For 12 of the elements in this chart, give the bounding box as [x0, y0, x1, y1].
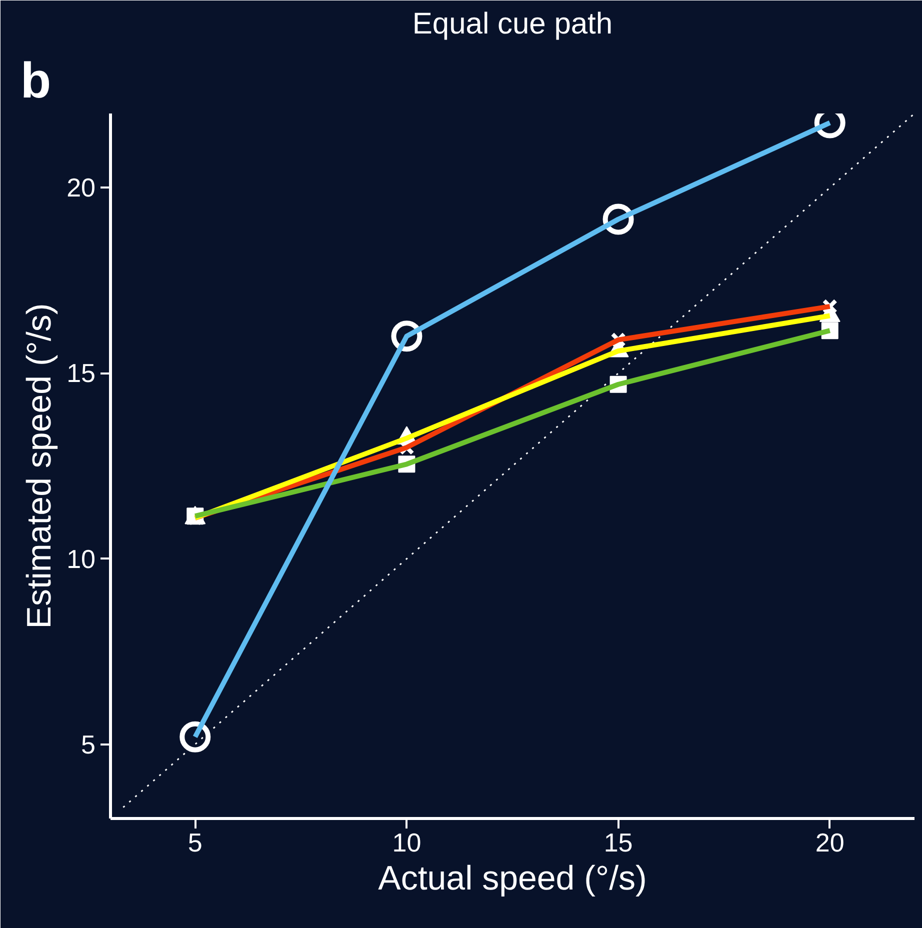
y-tick-label: 10 — [66, 544, 96, 574]
x-tick-label: 20 — [815, 828, 844, 858]
y-tick-label: 15 — [66, 358, 96, 388]
x-tick-label: 15 — [604, 828, 633, 858]
chart-title: Equal cue path — [412, 8, 613, 40]
y-tick-label: 20 — [66, 172, 96, 203]
x-axis-title: Actual speed (°/s) — [378, 860, 647, 898]
text: b — [20, 52, 52, 108]
x-tick-label: 5 — [188, 828, 202, 858]
x-tick-label: 10 — [392, 828, 422, 858]
y-axis-title: Estimated speed (°/s) — [20, 303, 59, 629]
y-tick-label: 5 — [81, 729, 96, 760]
